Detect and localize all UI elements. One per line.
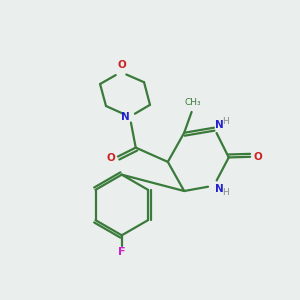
Text: N: N — [121, 112, 130, 122]
Text: O: O — [107, 153, 116, 163]
Text: H: H — [222, 188, 229, 197]
Text: O: O — [117, 60, 126, 70]
Text: F: F — [118, 247, 125, 257]
Text: N: N — [215, 184, 224, 194]
Text: CH₃: CH₃ — [185, 98, 201, 106]
Text: N: N — [215, 120, 224, 130]
Text: O: O — [253, 152, 262, 162]
Text: H: H — [222, 117, 229, 126]
